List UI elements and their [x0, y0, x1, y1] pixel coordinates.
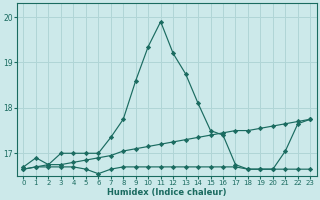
- X-axis label: Humidex (Indice chaleur): Humidex (Indice chaleur): [107, 188, 227, 197]
